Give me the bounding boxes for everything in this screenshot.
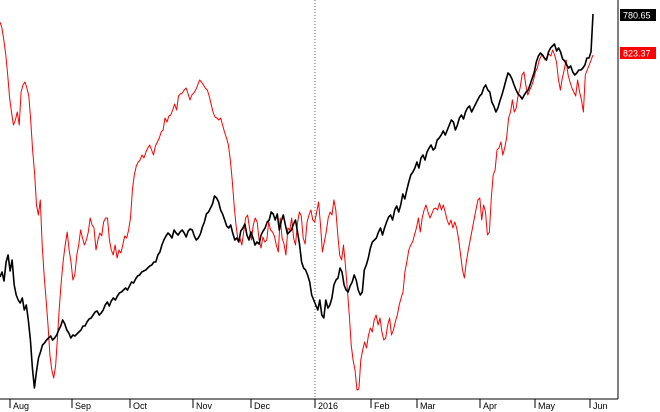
series-line-black [0, 13, 594, 389]
x-tick-label: Dec [254, 401, 271, 411]
x-tick-label: Mar [420, 401, 436, 411]
last-value-tag-black: 780.65 [620, 9, 656, 21]
x-tick-label: Aug [13, 401, 29, 411]
price-tag-box [620, 9, 656, 21]
x-tick-label: Nov [196, 401, 213, 411]
price-tag-box [620, 47, 656, 59]
last-value-tag-red: 823.37 [620, 47, 656, 59]
series-line-red [0, 21, 594, 391]
price-tag-label: 823.37 [623, 49, 651, 59]
x-tick-label: Apr [483, 401, 497, 411]
x-axis: Aug Sep Oct Nov Dec 2016 Feb Mar Apr May Jun [0, 0, 619, 411]
price-tags: 780.65 823.37 [620, 9, 656, 59]
x-tick-label: 2016 [318, 401, 338, 411]
x-tick-label: Jun [593, 401, 608, 411]
x-tick-label: Oct [133, 401, 148, 411]
price-tag-label: 780.65 [623, 11, 651, 21]
x-tick-label: Sep [75, 401, 91, 411]
series-layer [0, 0, 594, 399]
x-tick-label: May [538, 401, 556, 411]
x-tick-label: Feb [374, 401, 390, 411]
